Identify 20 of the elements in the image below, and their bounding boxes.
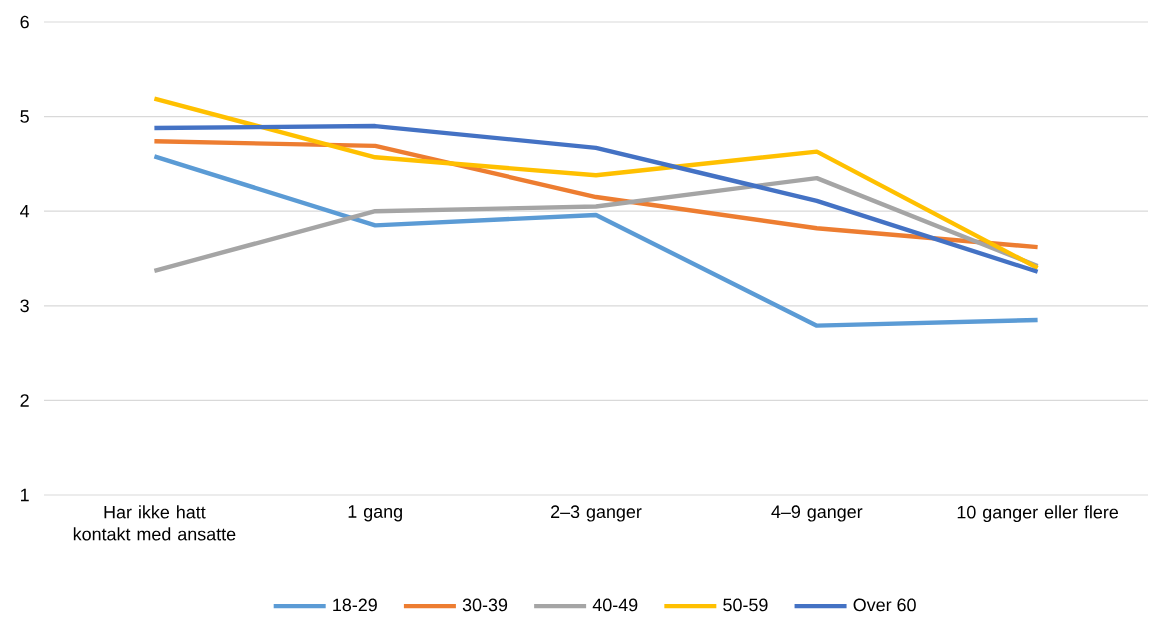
line-series [152,96,1040,271]
x-tick-label: 4–9 ganger [771,505,863,522]
x-tick-label: 1 gang [348,505,402,522]
y-tick-label: 5 [20,110,29,123]
y-tick-label: 6 [20,15,29,29]
legend-label: 18-29 [333,598,377,612]
x-tick-label: Har ikke hatt kontakt med ansatte [73,505,236,541]
y-tick-label: 3 [20,299,29,313]
legend-label: 30-39 [462,598,508,612]
line-series [152,123,1040,274]
legend-label: 40-49 [592,598,638,612]
line-series [152,175,1040,273]
line-series [152,154,1040,328]
y-tick-label: 1 [21,488,29,502]
x-tick-label: 10 ganger eller flere [957,505,1119,523]
legend-label: Over 60 [853,598,916,612]
legend-label: 50-59 [723,598,768,612]
y-tick-label: 4 [20,205,30,218]
y-tick-label: 2 [20,394,29,407]
x-tick-label: 2–3 ganger [551,505,642,522]
